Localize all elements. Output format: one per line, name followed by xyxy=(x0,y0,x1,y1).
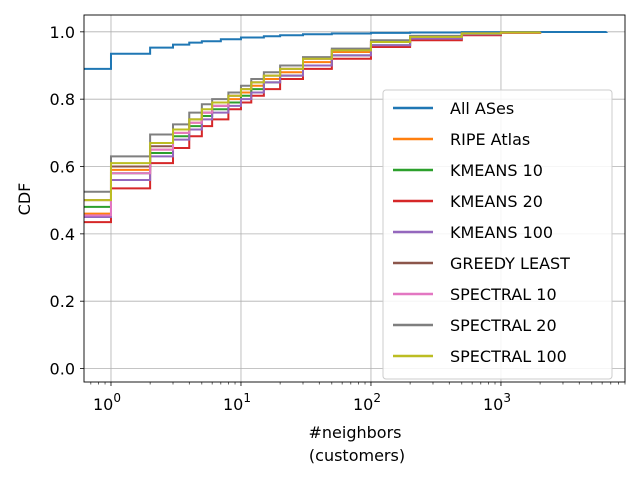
legend-label: GREEDY LEAST xyxy=(450,254,570,273)
series-line-8 xyxy=(84,31,542,193)
x-tick-label: 100 xyxy=(93,391,121,414)
legend-label: RIPE Atlas xyxy=(450,130,530,149)
x-tick-label: 101 xyxy=(223,391,251,414)
tick-labels: 0.0 0.2 0.4 0.6 0.8 1.0 100 101 102 103 xyxy=(50,23,511,414)
legend-label: KMEANS 100 xyxy=(450,223,553,242)
legend-box xyxy=(382,89,613,380)
y-tick-label: 0.8 xyxy=(50,90,75,109)
plot-frame xyxy=(83,14,626,383)
x-tick-label: 102 xyxy=(353,391,381,414)
x-axis-label-line-1: #neighbors xyxy=(309,423,402,442)
y-tick-label: 1.0 xyxy=(50,23,75,42)
legend-label: KMEANS 20 xyxy=(450,192,543,211)
legend-label: All ASes xyxy=(450,99,514,118)
y-tick-label: 0.6 xyxy=(50,158,75,177)
y-tick-label: 0.4 xyxy=(50,225,75,244)
legend-label: SPECTRAL 20 xyxy=(450,316,557,335)
series-lines xyxy=(84,31,608,224)
legend-label: SPECTRAL 10 xyxy=(450,285,557,304)
y-tick-label: 0.0 xyxy=(50,360,75,379)
axes xyxy=(80,14,626,386)
series-line-9 xyxy=(84,31,542,202)
legend-label: SPECTRAL 100 xyxy=(450,347,567,366)
y-tick-label: 0.2 xyxy=(50,292,75,311)
x-axis-label-line-2: (customers) xyxy=(309,446,405,465)
series-line-1 xyxy=(84,31,608,70)
legend-label: KMEANS 10 xyxy=(450,161,543,180)
x-tick-label: 103 xyxy=(483,391,511,414)
legend: All ASes RIPE Atlas KMEANS 10 KMEANS 20 KMEA… xyxy=(382,89,613,380)
y-axis-label: CDF xyxy=(15,183,34,216)
